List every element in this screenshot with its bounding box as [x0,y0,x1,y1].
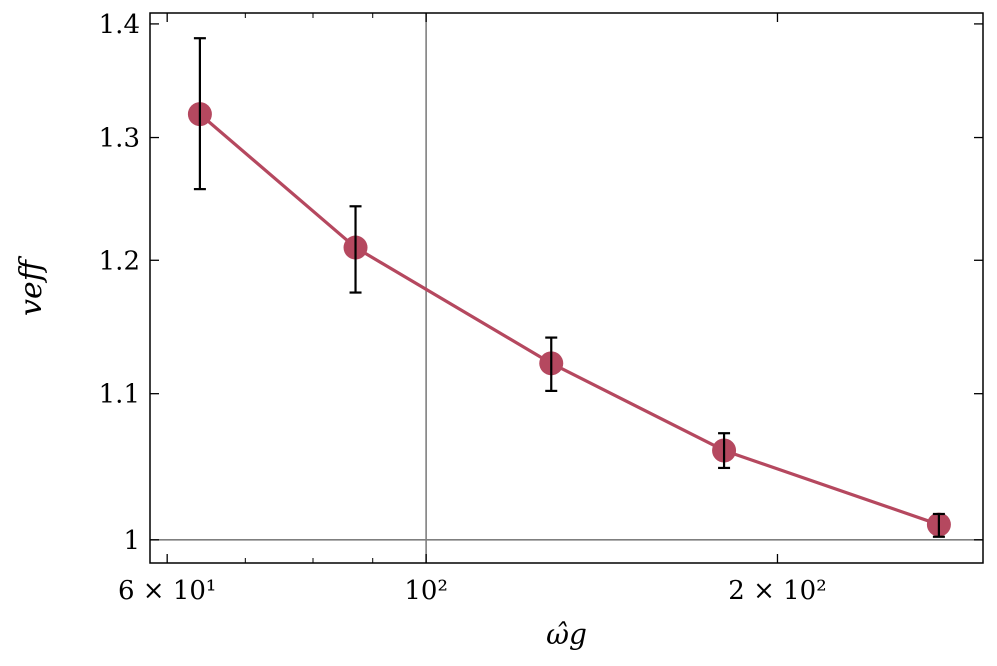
major-ticks [150,13,983,563]
y-tick-label: 1.2 [99,246,140,276]
tick-labels: 6 × 10¹ 10² 2 × 10² 1 1.1 1.2 1.3 1.4 [99,10,827,606]
x-tick-label: 6 × 10¹ [118,576,216,606]
error-bars [193,37,945,538]
x-tick-label: 10² [404,576,448,606]
series-line-group [198,112,940,527]
reference-lines [150,13,983,563]
error-bar [545,336,558,393]
y-axis-label-text: veff [14,255,49,316]
x-axis-label-text: ω̂g [546,618,587,651]
y-tick-label: 1.4 [99,10,140,40]
plot-frame [149,12,984,564]
y-axis-label: veff [14,255,49,316]
error-bar [193,37,206,191]
y-tick-label: 1.1 [99,380,140,410]
error-bar [932,512,945,538]
x-axis-label: ω̂g [546,618,587,651]
y-tick-label: 1 [123,526,140,556]
y-tick-label: 1.3 [99,124,140,154]
error-bar [718,432,731,470]
x-tick-label: 2 × 10² [728,576,826,606]
series-line [198,112,940,527]
data-markers [187,102,951,537]
error-bar [349,205,362,294]
